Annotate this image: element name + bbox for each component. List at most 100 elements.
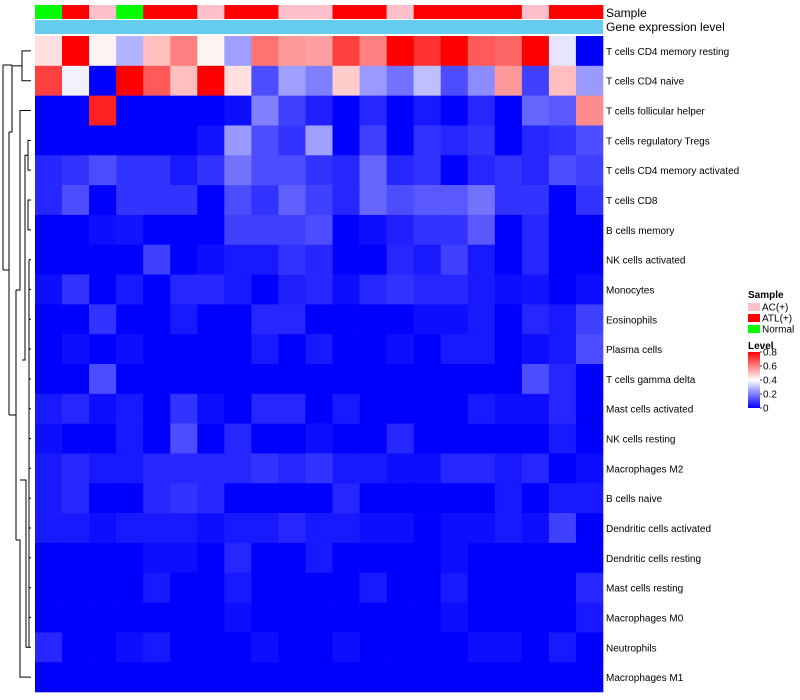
heatmap-cell bbox=[440, 542, 469, 574]
heatmap-cell bbox=[278, 244, 306, 275]
heatmap-cell bbox=[116, 214, 144, 246]
heatmap-cell bbox=[89, 513, 117, 544]
heatmap-cell bbox=[521, 244, 550, 275]
heatmap-cell bbox=[89, 364, 117, 395]
heatmap-cell bbox=[386, 483, 414, 514]
heatmap-cell bbox=[35, 513, 63, 544]
heatmap-cell bbox=[521, 65, 550, 96]
heatmap-cell bbox=[116, 542, 144, 574]
heatmap-cell bbox=[197, 572, 225, 603]
sample-track-cell bbox=[278, 5, 306, 19]
heatmap-cell bbox=[251, 244, 279, 275]
heatmap-cell bbox=[575, 65, 604, 96]
heatmap-cell bbox=[143, 453, 171, 484]
heatmap-cell bbox=[386, 423, 414, 454]
heatmap-cell bbox=[35, 95, 63, 126]
heatmap-cell bbox=[251, 304, 279, 335]
heatmap-cell bbox=[197, 334, 225, 365]
heatmap-cell bbox=[116, 453, 144, 484]
heatmap-cell bbox=[224, 542, 252, 574]
heatmap-cell bbox=[305, 65, 333, 96]
heatmap-cell bbox=[251, 483, 279, 514]
row-label: Macrophages M2 bbox=[606, 464, 684, 475]
dendrogram-branch bbox=[21, 50, 31, 82]
heatmap-cell bbox=[224, 334, 252, 365]
heatmap-cell bbox=[332, 364, 360, 395]
sample-track-cell bbox=[467, 5, 496, 19]
heatmap-cell bbox=[170, 155, 198, 186]
heatmap-cell bbox=[413, 36, 442, 67]
heatmap-cell bbox=[413, 542, 442, 574]
heatmap-cell bbox=[251, 274, 279, 305]
heatmap-cell bbox=[413, 393, 442, 424]
heatmap-cell bbox=[278, 334, 306, 365]
heatmap-cell bbox=[89, 662, 117, 693]
heatmap-cell bbox=[170, 364, 198, 395]
heatmap-cell bbox=[386, 453, 414, 484]
heatmap-cell bbox=[170, 542, 198, 574]
sample-annotation-track bbox=[35, 5, 604, 19]
row-label: Macrophages M0 bbox=[606, 613, 684, 624]
heatmap-cell bbox=[548, 632, 577, 663]
heatmap-cell bbox=[494, 572, 523, 603]
heatmap-cell bbox=[305, 453, 333, 484]
heatmap-cell bbox=[521, 423, 550, 454]
heatmap-cell bbox=[251, 155, 279, 186]
heatmap-cell bbox=[170, 244, 198, 275]
heatmap-cell bbox=[359, 274, 387, 305]
heatmap-cell bbox=[359, 125, 387, 156]
heatmap-cell bbox=[35, 423, 63, 454]
heatmap-cell bbox=[305, 632, 333, 663]
heatmap-cell bbox=[575, 214, 604, 246]
heatmap-cell bbox=[89, 423, 117, 454]
row-label: Neutrophils bbox=[606, 643, 657, 654]
heatmap-cell bbox=[548, 393, 577, 424]
legend-swatch-ac bbox=[748, 303, 760, 311]
heatmap-cell bbox=[440, 155, 469, 186]
heatmap-cell bbox=[278, 572, 306, 603]
heatmap-cell bbox=[386, 155, 414, 186]
heatmap-cell bbox=[494, 304, 523, 335]
heatmap-cell bbox=[62, 364, 90, 395]
heatmap-cell bbox=[386, 274, 414, 305]
heatmap-cell bbox=[143, 542, 171, 574]
heatmap-cell bbox=[278, 274, 306, 305]
heatmap-cell bbox=[467, 572, 496, 603]
heatmap-cell bbox=[467, 65, 496, 96]
heatmap-cell bbox=[143, 602, 171, 633]
row-dendrogram bbox=[2, 50, 31, 678]
heatmap-cell bbox=[35, 185, 63, 216]
heatmap-cell bbox=[386, 304, 414, 335]
heatmap-cell bbox=[62, 453, 90, 484]
heatmap-cell bbox=[143, 334, 171, 365]
row-label: B cells naive bbox=[606, 494, 663, 505]
heatmap-cell bbox=[197, 632, 225, 663]
heatmap-cell bbox=[494, 632, 523, 663]
heatmap-cell bbox=[575, 185, 604, 216]
heatmap-cell bbox=[575, 125, 604, 156]
heatmap-cell bbox=[143, 364, 171, 395]
heatmap-cell bbox=[197, 214, 225, 246]
heatmap-cell bbox=[116, 155, 144, 186]
heatmap-cell bbox=[521, 334, 550, 365]
heatmap-cell bbox=[143, 513, 171, 544]
heatmap-cell bbox=[197, 662, 225, 693]
heatmap-cell bbox=[359, 214, 387, 246]
heatmap-cell bbox=[548, 602, 577, 633]
legend-swatch-normal bbox=[748, 325, 760, 333]
heatmap-cell bbox=[305, 364, 333, 395]
heatmap-cell bbox=[251, 95, 279, 126]
heatmap-cell bbox=[359, 304, 387, 335]
heatmap-cell bbox=[62, 542, 90, 574]
heatmap-cell bbox=[440, 36, 469, 67]
heatmap-cell bbox=[197, 95, 225, 126]
heatmap-cell bbox=[413, 602, 442, 633]
heatmap-cell bbox=[467, 185, 496, 216]
heatmap-cell bbox=[89, 572, 117, 603]
heatmap-cell bbox=[224, 125, 252, 156]
heatmap-cell bbox=[359, 334, 387, 365]
heatmap-cell bbox=[89, 185, 117, 216]
heatmap-cell bbox=[305, 602, 333, 633]
sample-track-cell bbox=[413, 5, 442, 19]
row-label: T cells CD4 memory resting bbox=[606, 47, 729, 58]
